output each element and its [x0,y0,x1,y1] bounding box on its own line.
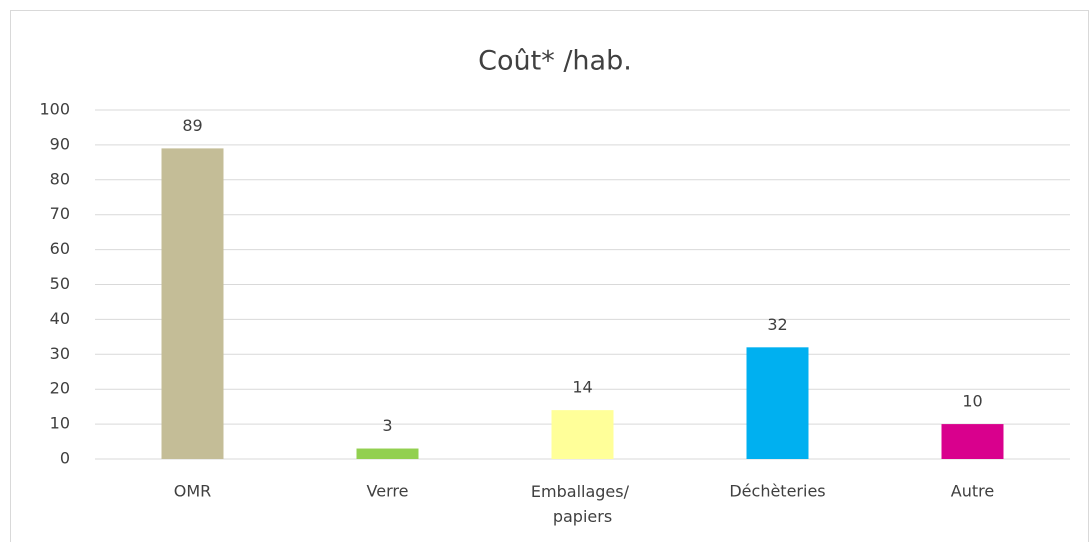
y-tick-label: 100 [39,100,70,119]
y-tick-label: 90 [50,134,70,153]
y-tick-label: 0 [60,449,70,468]
data-label: 32 [767,315,787,334]
y-tick-label: 40 [50,309,70,328]
bar [161,148,224,459]
x-tick-label: Autre [951,482,994,501]
y-tick-label: 50 [50,274,70,293]
x-tick-label: OMR [174,482,212,501]
bar [941,424,1004,459]
data-label: 14 [572,378,592,397]
bar [551,410,614,459]
data-label: 10 [962,392,982,411]
y-tick-label: 10 [50,414,70,433]
x-tick-label: Verre [367,482,409,501]
y-tick-label: 30 [50,344,70,363]
data-label: 89 [182,116,202,135]
y-tick-label: 70 [50,204,70,223]
data-label: 3 [382,416,392,435]
y-tick-label: 20 [50,379,70,398]
y-tick-label: 60 [50,239,70,258]
y-tick-label: 80 [50,169,70,188]
bar [746,347,809,459]
x-tick-label: Emballages/ papiers [531,482,634,526]
bar [356,448,419,459]
x-tick-label: Déchèteries [729,482,825,501]
chart-title: Coût* /hab. [478,46,632,77]
